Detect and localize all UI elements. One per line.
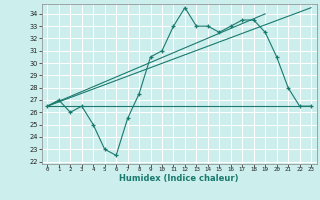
X-axis label: Humidex (Indice chaleur): Humidex (Indice chaleur) [119,174,239,183]
